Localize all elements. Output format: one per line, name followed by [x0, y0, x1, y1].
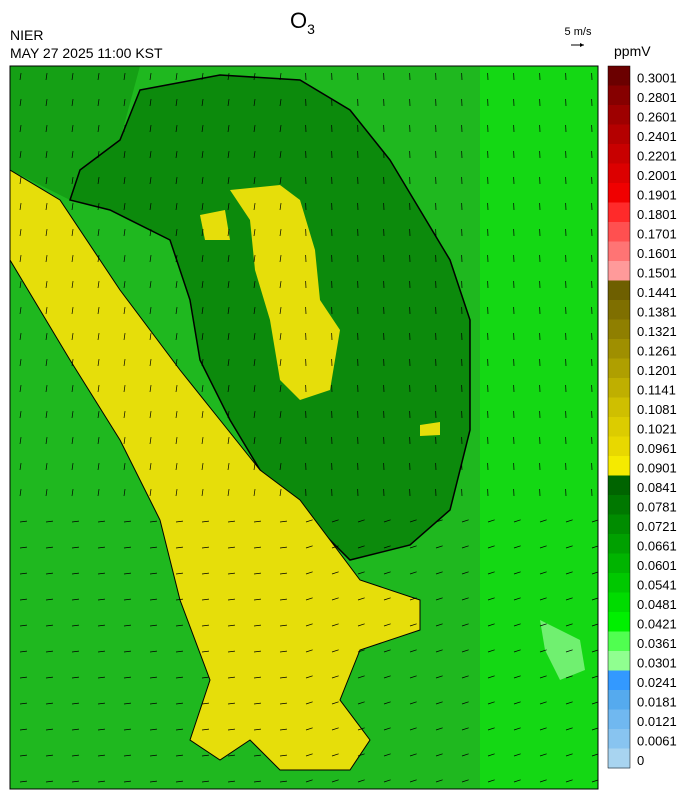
colorbar-swatch — [608, 398, 630, 418]
colorbar-tick-label: 0.2401 — [637, 129, 677, 144]
colorbar: 0.3001 0.2801 0.2601 0.2401 0.2201 0.2001 0.19… — [608, 66, 677, 769]
colorbar-tick-label: 0.0241 — [637, 675, 677, 690]
colorbar-tick-label: 0.0601 — [637, 558, 677, 573]
high-ozone-patch — [200, 210, 230, 240]
colorbar-swatch — [608, 612, 630, 632]
colorbar-swatch — [608, 651, 630, 671]
title-subscript: 3 — [307, 21, 315, 37]
colorbar-tick-label: 0.2601 — [637, 110, 677, 125]
colorbar-swatch — [608, 690, 630, 710]
colorbar-swatch — [608, 456, 630, 476]
colorbar-tick-label: 0.1081 — [637, 402, 677, 417]
title-base: O — [290, 8, 307, 33]
colorbar-tick-label: 0.1701 — [637, 227, 677, 242]
colorbar-tick-label: 0.0421 — [637, 617, 677, 632]
colorbar-swatch — [608, 105, 630, 125]
colorbar-tick-label: 0.0901 — [637, 461, 677, 476]
colorbar-tick-label: 0.0661 — [637, 539, 677, 554]
colorbar-tick-label: 0 — [637, 753, 644, 768]
timestamp: MAY 27 2025 11:00 KST — [10, 45, 163, 61]
colorbar-swatch — [608, 671, 630, 691]
colorbar-swatch — [608, 573, 630, 593]
colorbar-tick-label: 0.0721 — [637, 519, 677, 534]
colorbar-tick-label: 0.0181 — [637, 695, 677, 710]
colorbar-tick-label: 0.0841 — [637, 480, 677, 495]
colorbar-tick-label: 0.0781 — [637, 500, 677, 515]
colorbar-tick-label: 0.2801 — [637, 90, 677, 105]
title: O3 — [290, 8, 315, 37]
colorbar-swatch — [608, 749, 630, 769]
colorbar-tick-label: 0.1501 — [637, 266, 677, 281]
colorbar-swatch — [608, 632, 630, 652]
colorbar-tick-label: 0.0301 — [637, 656, 677, 671]
colorbar-tick-label: 0.1601 — [637, 246, 677, 261]
colorbar-swatch — [608, 183, 630, 203]
colorbar-tick-label: 0.1381 — [637, 305, 677, 320]
colorbar-tick-label: 0.0481 — [637, 597, 677, 612]
colorbar-tick-label: 0.0121 — [637, 714, 677, 729]
colorbar-swatch — [608, 417, 630, 437]
colorbar-tick-label: 0.0061 — [637, 734, 677, 749]
colorbar-swatch — [608, 164, 630, 184]
map — [10, 66, 599, 789]
colorbar-swatch — [608, 339, 630, 359]
colorbar-swatch — [608, 515, 630, 535]
colorbar-swatch — [608, 222, 630, 242]
colorbar-tick-label: 0.1021 — [637, 422, 677, 437]
colorbar-swatch — [608, 242, 630, 262]
colorbar-tick-label: 0.1441 — [637, 285, 677, 300]
wind-reference-arrow — [571, 43, 584, 47]
colorbar-swatch — [608, 261, 630, 281]
colorbar-tick-label: 0.2201 — [637, 149, 677, 164]
colorbar-tick-label: 0.2001 — [637, 168, 677, 183]
colorbar-tick-label: 0.0961 — [637, 441, 677, 456]
colorbar-tick-label: 0.1801 — [637, 207, 677, 222]
colorbar-swatch — [608, 66, 630, 86]
colorbar-swatch — [608, 593, 630, 613]
colorbar-tick-label: 0.3001 — [637, 71, 677, 86]
colorbar-swatch — [608, 495, 630, 515]
colorbar-swatch — [608, 144, 630, 164]
colorbar-swatch — [608, 729, 630, 749]
colorbar-unit: ppmV — [614, 43, 651, 59]
east-sea-field — [480, 66, 598, 789]
colorbar-swatch — [608, 203, 630, 223]
colorbar-swatch — [608, 534, 630, 554]
colorbar-tick-label: 0.1901 — [637, 188, 677, 203]
colorbar-tick-label: 0.1201 — [637, 363, 677, 378]
colorbar-tick-label: 0.1261 — [637, 344, 677, 359]
colorbar-swatch — [608, 125, 630, 145]
wind-reference-label: 5 m/s — [565, 26, 592, 38]
colorbar-swatch — [608, 710, 630, 730]
colorbar-swatch — [608, 300, 630, 320]
colorbar-swatch — [608, 437, 630, 457]
colorbar-swatch — [608, 281, 630, 301]
colorbar-tick-label: 0.0541 — [637, 578, 677, 593]
colorbar-swatch — [608, 378, 630, 398]
colorbar-swatch — [608, 320, 630, 340]
colorbar-swatch — [608, 554, 630, 574]
colorbar-tick-label: 0.0361 — [637, 636, 677, 651]
colorbar-tick-label: 0.1141 — [637, 383, 676, 398]
colorbar-swatch — [608, 359, 630, 379]
colorbar-swatch — [608, 476, 630, 496]
agency: NIER — [10, 27, 43, 43]
colorbar-tick-label: 0.1321 — [637, 324, 677, 339]
colorbar-swatch — [608, 86, 630, 106]
